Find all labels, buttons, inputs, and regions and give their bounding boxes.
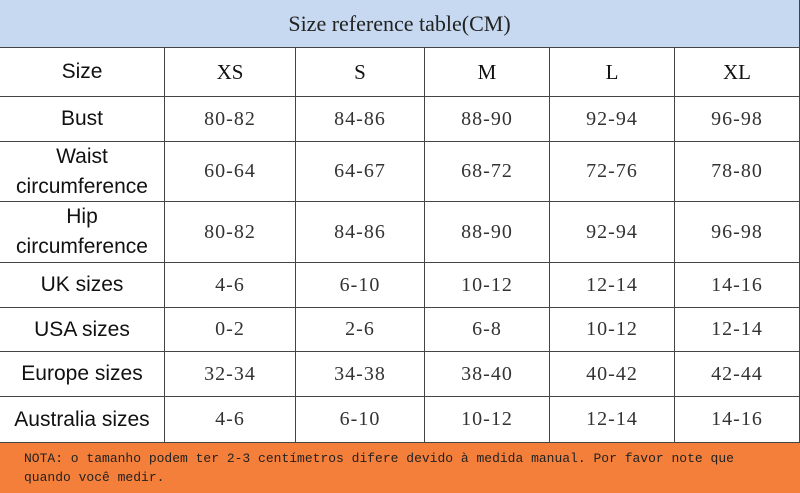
size-value: 10-12 — [550, 308, 675, 352]
size-value: 4-6 — [165, 397, 296, 443]
size-value: 88-90 — [425, 97, 550, 142]
size-value: 2-6 — [296, 308, 425, 352]
size-value: 14-16 — [675, 397, 800, 443]
size-value: 80-82 — [165, 97, 296, 142]
footnote: NOTA: o tamanho podem ter 2-3 centímetro… — [0, 443, 800, 493]
size-value: 34-38 — [296, 352, 425, 397]
row-label: USA sizes — [0, 308, 165, 352]
header-cell: S — [296, 48, 425, 97]
row-label: Hip circumference — [0, 202, 165, 263]
row-label: UK sizes — [0, 263, 165, 308]
size-value: 10-12 — [425, 263, 550, 308]
size-value: 88-90 — [425, 202, 550, 263]
row-label: Waist circumference — [0, 142, 165, 202]
table-title: Size reference table(CM) — [0, 0, 800, 48]
size-value: 32-34 — [165, 352, 296, 397]
size-value: 40-42 — [550, 352, 675, 397]
size-value: 12-14 — [550, 397, 675, 443]
row-label: Australia sizes — [0, 397, 165, 443]
size-value: 6-10 — [296, 397, 425, 443]
size-value: 12-14 — [675, 308, 800, 352]
size-value: 6-8 — [425, 308, 550, 352]
size-value: 84-86 — [296, 97, 425, 142]
header-cell: Size — [0, 48, 165, 97]
size-value: 60-64 — [165, 142, 296, 202]
header-cell: XL — [675, 48, 800, 97]
size-value: 80-82 — [165, 202, 296, 263]
row-label: Bust — [0, 97, 165, 142]
size-value: 4-6 — [165, 263, 296, 308]
size-value: 84-86 — [296, 202, 425, 263]
size-value: 78-80 — [675, 142, 800, 202]
size-value: 92-94 — [550, 202, 675, 263]
size-value: 96-98 — [675, 202, 800, 263]
size-value: 6-10 — [296, 263, 425, 308]
size-value: 12-14 — [550, 263, 675, 308]
header-cell: M — [425, 48, 550, 97]
size-value: 0-2 — [165, 308, 296, 352]
size-value: 72-76 — [550, 142, 675, 202]
size-value: 64-67 — [296, 142, 425, 202]
size-value: 42-44 — [675, 352, 800, 397]
size-value: 38-40 — [425, 352, 550, 397]
header-cell: XS — [165, 48, 296, 97]
size-value: 92-94 — [550, 97, 675, 142]
size-value: 68-72 — [425, 142, 550, 202]
size-value: 10-12 — [425, 397, 550, 443]
size-value: 96-98 — [675, 97, 800, 142]
size-value: 14-16 — [675, 263, 800, 308]
row-label: Europe sizes — [0, 352, 165, 397]
header-cell: L — [550, 48, 675, 97]
